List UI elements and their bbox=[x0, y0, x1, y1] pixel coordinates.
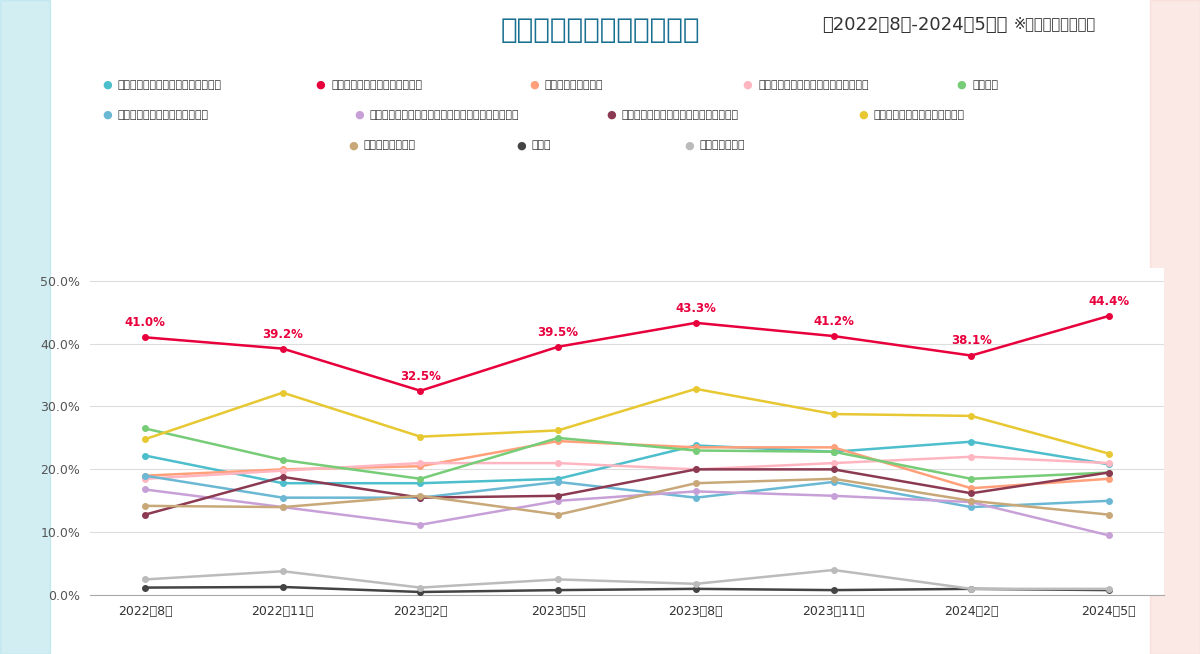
Text: 所属企業が副業を推奨・容認しており副業しやすい: 所属企業が副業を推奨・容認しており副業しやすい bbox=[370, 110, 520, 120]
Text: 気分転換: 気分転換 bbox=[972, 80, 998, 90]
Text: 41.0%: 41.0% bbox=[125, 316, 166, 329]
Text: ●: ● bbox=[354, 110, 364, 120]
Text: ●: ● bbox=[102, 110, 112, 120]
Text: ●: ● bbox=[684, 140, 694, 150]
Text: 特に理由はない: 特に理由はない bbox=[700, 140, 745, 150]
Text: 副業をしないと生活が成り立たない: 副業をしないと生活が成り立たない bbox=[118, 80, 222, 90]
Text: 副業をすることに興味を持った: 副業をすることに興味を持った bbox=[874, 110, 965, 120]
Text: 44.4%: 44.4% bbox=[1088, 295, 1129, 308]
Text: 自身の将来のキャリアに関して考えた: 自身の将来のキャリアに関して考えた bbox=[758, 80, 869, 90]
Text: 副業を実施した理由の推移: 副業を実施した理由の推移 bbox=[500, 16, 700, 44]
Text: ●: ● bbox=[516, 140, 526, 150]
Text: 39.2%: 39.2% bbox=[263, 328, 304, 341]
Text: ●: ● bbox=[858, 110, 868, 120]
Text: 39.5%: 39.5% bbox=[538, 326, 578, 339]
Text: ※直近半年間の経験: ※直近半年間の経験 bbox=[1014, 16, 1096, 31]
Text: ●: ● bbox=[606, 110, 616, 120]
Text: ●: ● bbox=[529, 80, 539, 90]
Text: ●: ● bbox=[348, 140, 358, 150]
Text: プライベートの生活環境に変化があった: プライベートの生活環境に変化があった bbox=[622, 110, 739, 120]
Text: 本業の収入が減った: 本業の収入が減った bbox=[545, 80, 604, 90]
Text: 周囲から誘われた: 周囲から誘われた bbox=[364, 140, 415, 150]
Text: ●: ● bbox=[316, 80, 325, 90]
Text: 38.1%: 38.1% bbox=[950, 334, 991, 347]
Text: 自由に使えるお金を増やしたい: 自由に使えるお金を増やしたい bbox=[331, 80, 422, 90]
Text: ●: ● bbox=[743, 80, 752, 90]
Text: 41.2%: 41.2% bbox=[814, 315, 854, 328]
Text: （2022年8月-2024年5月）: （2022年8月-2024年5月） bbox=[822, 16, 1007, 35]
Text: 43.3%: 43.3% bbox=[676, 301, 716, 315]
Text: その他: その他 bbox=[532, 140, 551, 150]
Text: 現職でやりたいことができない: 現職でやりたいことができない bbox=[118, 110, 209, 120]
Text: ●: ● bbox=[956, 80, 966, 90]
Text: 32.5%: 32.5% bbox=[400, 370, 440, 383]
Text: ●: ● bbox=[102, 80, 112, 90]
